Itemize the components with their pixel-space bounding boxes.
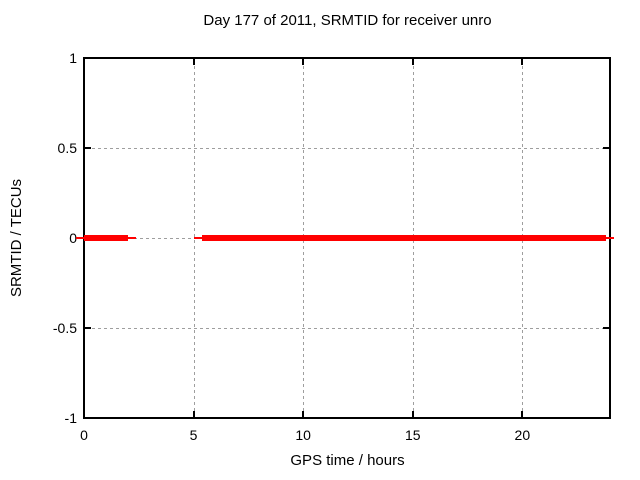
y-tick-label: 0.5 xyxy=(57,140,77,156)
y-axis-label: SRMTID / TECUs xyxy=(8,178,25,298)
data-series-segment xyxy=(202,235,606,241)
y-tick-label: 0 xyxy=(69,230,77,246)
x-tick-top xyxy=(83,59,85,65)
y-tick-right xyxy=(603,417,609,419)
x-tick-top xyxy=(192,59,195,65)
data-series-segment xyxy=(84,235,128,241)
x-axis-label: GPS time / hours xyxy=(290,452,405,469)
x-tick-bottom xyxy=(302,411,305,417)
y-tick-label: -0.5 xyxy=(52,320,77,336)
x-tick-top xyxy=(302,59,305,65)
x-tick-label: 15 xyxy=(404,427,421,443)
y-tick-left xyxy=(85,147,91,149)
x-tick-bottom xyxy=(83,411,85,417)
y-tick-label: -1 xyxy=(64,410,77,426)
x-tick-top xyxy=(411,59,414,65)
y-tick-right xyxy=(603,147,609,149)
x-tick-bottom xyxy=(521,411,524,417)
y-tick-left xyxy=(85,327,91,329)
x-tick-top xyxy=(521,59,524,65)
x-tick-bottom xyxy=(192,411,195,417)
x-tick-label: 5 xyxy=(189,427,198,443)
x-tick-label: 20 xyxy=(514,427,531,443)
chart-title: Day 177 of 2011, SRMTID for receiver unr… xyxy=(203,12,492,29)
x-tick-bottom xyxy=(411,411,414,417)
y-tick-right xyxy=(603,327,609,329)
y-tick-right xyxy=(603,57,609,59)
y-tick-label: 1 xyxy=(69,50,77,66)
plot-border-bottom xyxy=(83,417,611,419)
y-tick-left xyxy=(85,57,91,59)
y-tick-left xyxy=(85,417,91,419)
gridline-horizontal xyxy=(86,148,608,149)
x-tick-label: 0 xyxy=(80,427,88,443)
plot-border-top xyxy=(83,57,611,59)
x-tick-label: 10 xyxy=(295,427,311,443)
gridline-horizontal xyxy=(86,328,608,329)
